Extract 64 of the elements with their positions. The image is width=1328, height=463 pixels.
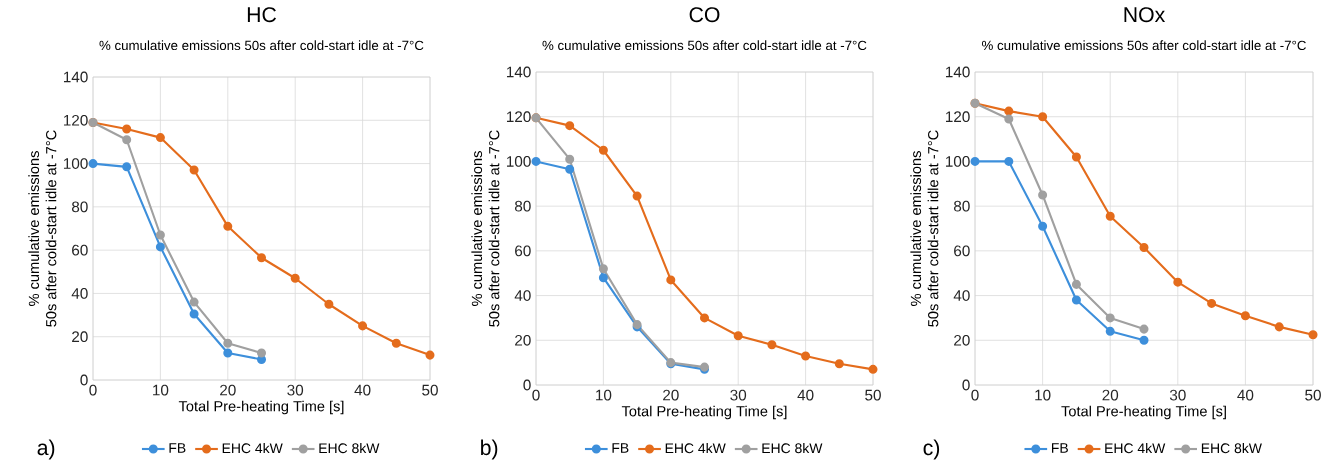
- y-tick-label: 0: [80, 374, 88, 386]
- chart-subtitle: % cumulative emissions 50s after cold-start idle at -7°C: [99, 40, 424, 51]
- legend-label: EHC 4kW: [665, 442, 726, 454]
- x-tick-label: 10: [596, 389, 612, 401]
- x-tick-label: 30: [1169, 389, 1186, 401]
- y-tick-label: 140: [506, 66, 531, 78]
- x-tick-label: 20: [220, 384, 236, 396]
- x-tick-label: 10: [1035, 389, 1051, 401]
- x-axis-title: Total Pre-heating Time [s]: [621, 405, 787, 420]
- legend-label: EHC 4kW: [222, 442, 283, 454]
- y-tick-label: 80: [71, 201, 88, 213]
- legend-label: EHC 8kW: [762, 442, 823, 454]
- y-tick-label: 140: [63, 71, 88, 83]
- y-tick-label: 100: [946, 156, 970, 167]
- y-tick-label: 60: [72, 244, 88, 256]
- y-tick-label: 40: [953, 290, 970, 301]
- y-tick-label: 80: [953, 200, 970, 212]
- chart-title: HC: [247, 7, 277, 23]
- x-tick-label: 20: [1102, 389, 1119, 401]
- x-tick-label: 30: [730, 389, 747, 401]
- y-axis-title: % cumulative emissions 50s after cold-start idle at -7°C: [28, 130, 57, 327]
- x-tick-label: 40: [1237, 389, 1254, 401]
- x-tick-label: 0: [532, 389, 540, 401]
- y-tick-label: 80: [514, 200, 531, 212]
- y-tick-label: 120: [946, 111, 970, 123]
- y-tick-label: 100: [63, 158, 88, 169]
- chart-title: NOx: [1124, 7, 1166, 23]
- chart-subtitle: % cumulative emissions 50s after cold-start idle at -7°C: [982, 40, 1306, 51]
- y-tick-label: 120: [63, 114, 88, 126]
- legend-label: FB: [612, 443, 629, 453]
- legend-label: FB: [1052, 443, 1068, 453]
- x-tick-label: 50: [1305, 389, 1321, 401]
- x-tick-label: 0: [89, 384, 97, 396]
- chart-subtitle: % cumulative emissions 50s after cold-start idle at -7°C: [542, 40, 867, 51]
- legend-label: EHC 8kW: [1201, 442, 1262, 454]
- legend-label: FB: [169, 443, 186, 453]
- y-tick-label: 100: [506, 156, 531, 167]
- chart-title: CO: [689, 7, 720, 23]
- y-axis-title: % cumulative emissions 50s after cold-start idle at -7°C: [910, 130, 939, 327]
- x-tick-label: 40: [354, 384, 371, 396]
- x-tick-label: 0: [971, 389, 979, 401]
- y-tick-label: 60: [954, 245, 970, 257]
- legend-label: EHC 8kW: [319, 442, 380, 454]
- x-tick-label: 10: [153, 384, 169, 396]
- legend-label: EHC 4kW: [1105, 442, 1166, 454]
- x-tick-label: 50: [865, 389, 881, 401]
- y-tick-label: 40: [71, 288, 88, 299]
- x-tick-label: 50: [422, 384, 438, 396]
- x-tick-label: 20: [663, 389, 679, 401]
- y-tick-label: 40: [514, 290, 531, 301]
- y-tick-label: 60: [515, 245, 531, 257]
- y-axis-title: % cumulative emissions 50s after cold-start idle at -7°C: [471, 130, 500, 327]
- y-tick-label: 20: [72, 331, 88, 343]
- y-tick-label: 20: [515, 334, 531, 346]
- x-axis-title: Total Pre-heating Time [s]: [178, 400, 344, 415]
- x-axis-title: Total Pre-heating Time [s]: [1061, 405, 1226, 420]
- text: b): [481, 439, 498, 460]
- x-tick-label: 40: [797, 389, 814, 401]
- y-tick-label: 140: [946, 66, 970, 78]
- y-tick-label: 120: [506, 111, 531, 123]
- x-tick-label: 30: [287, 384, 304, 396]
- y-tick-label: 20: [954, 334, 970, 346]
- text: a): [37, 439, 55, 460]
- text: c): [923, 439, 940, 460]
